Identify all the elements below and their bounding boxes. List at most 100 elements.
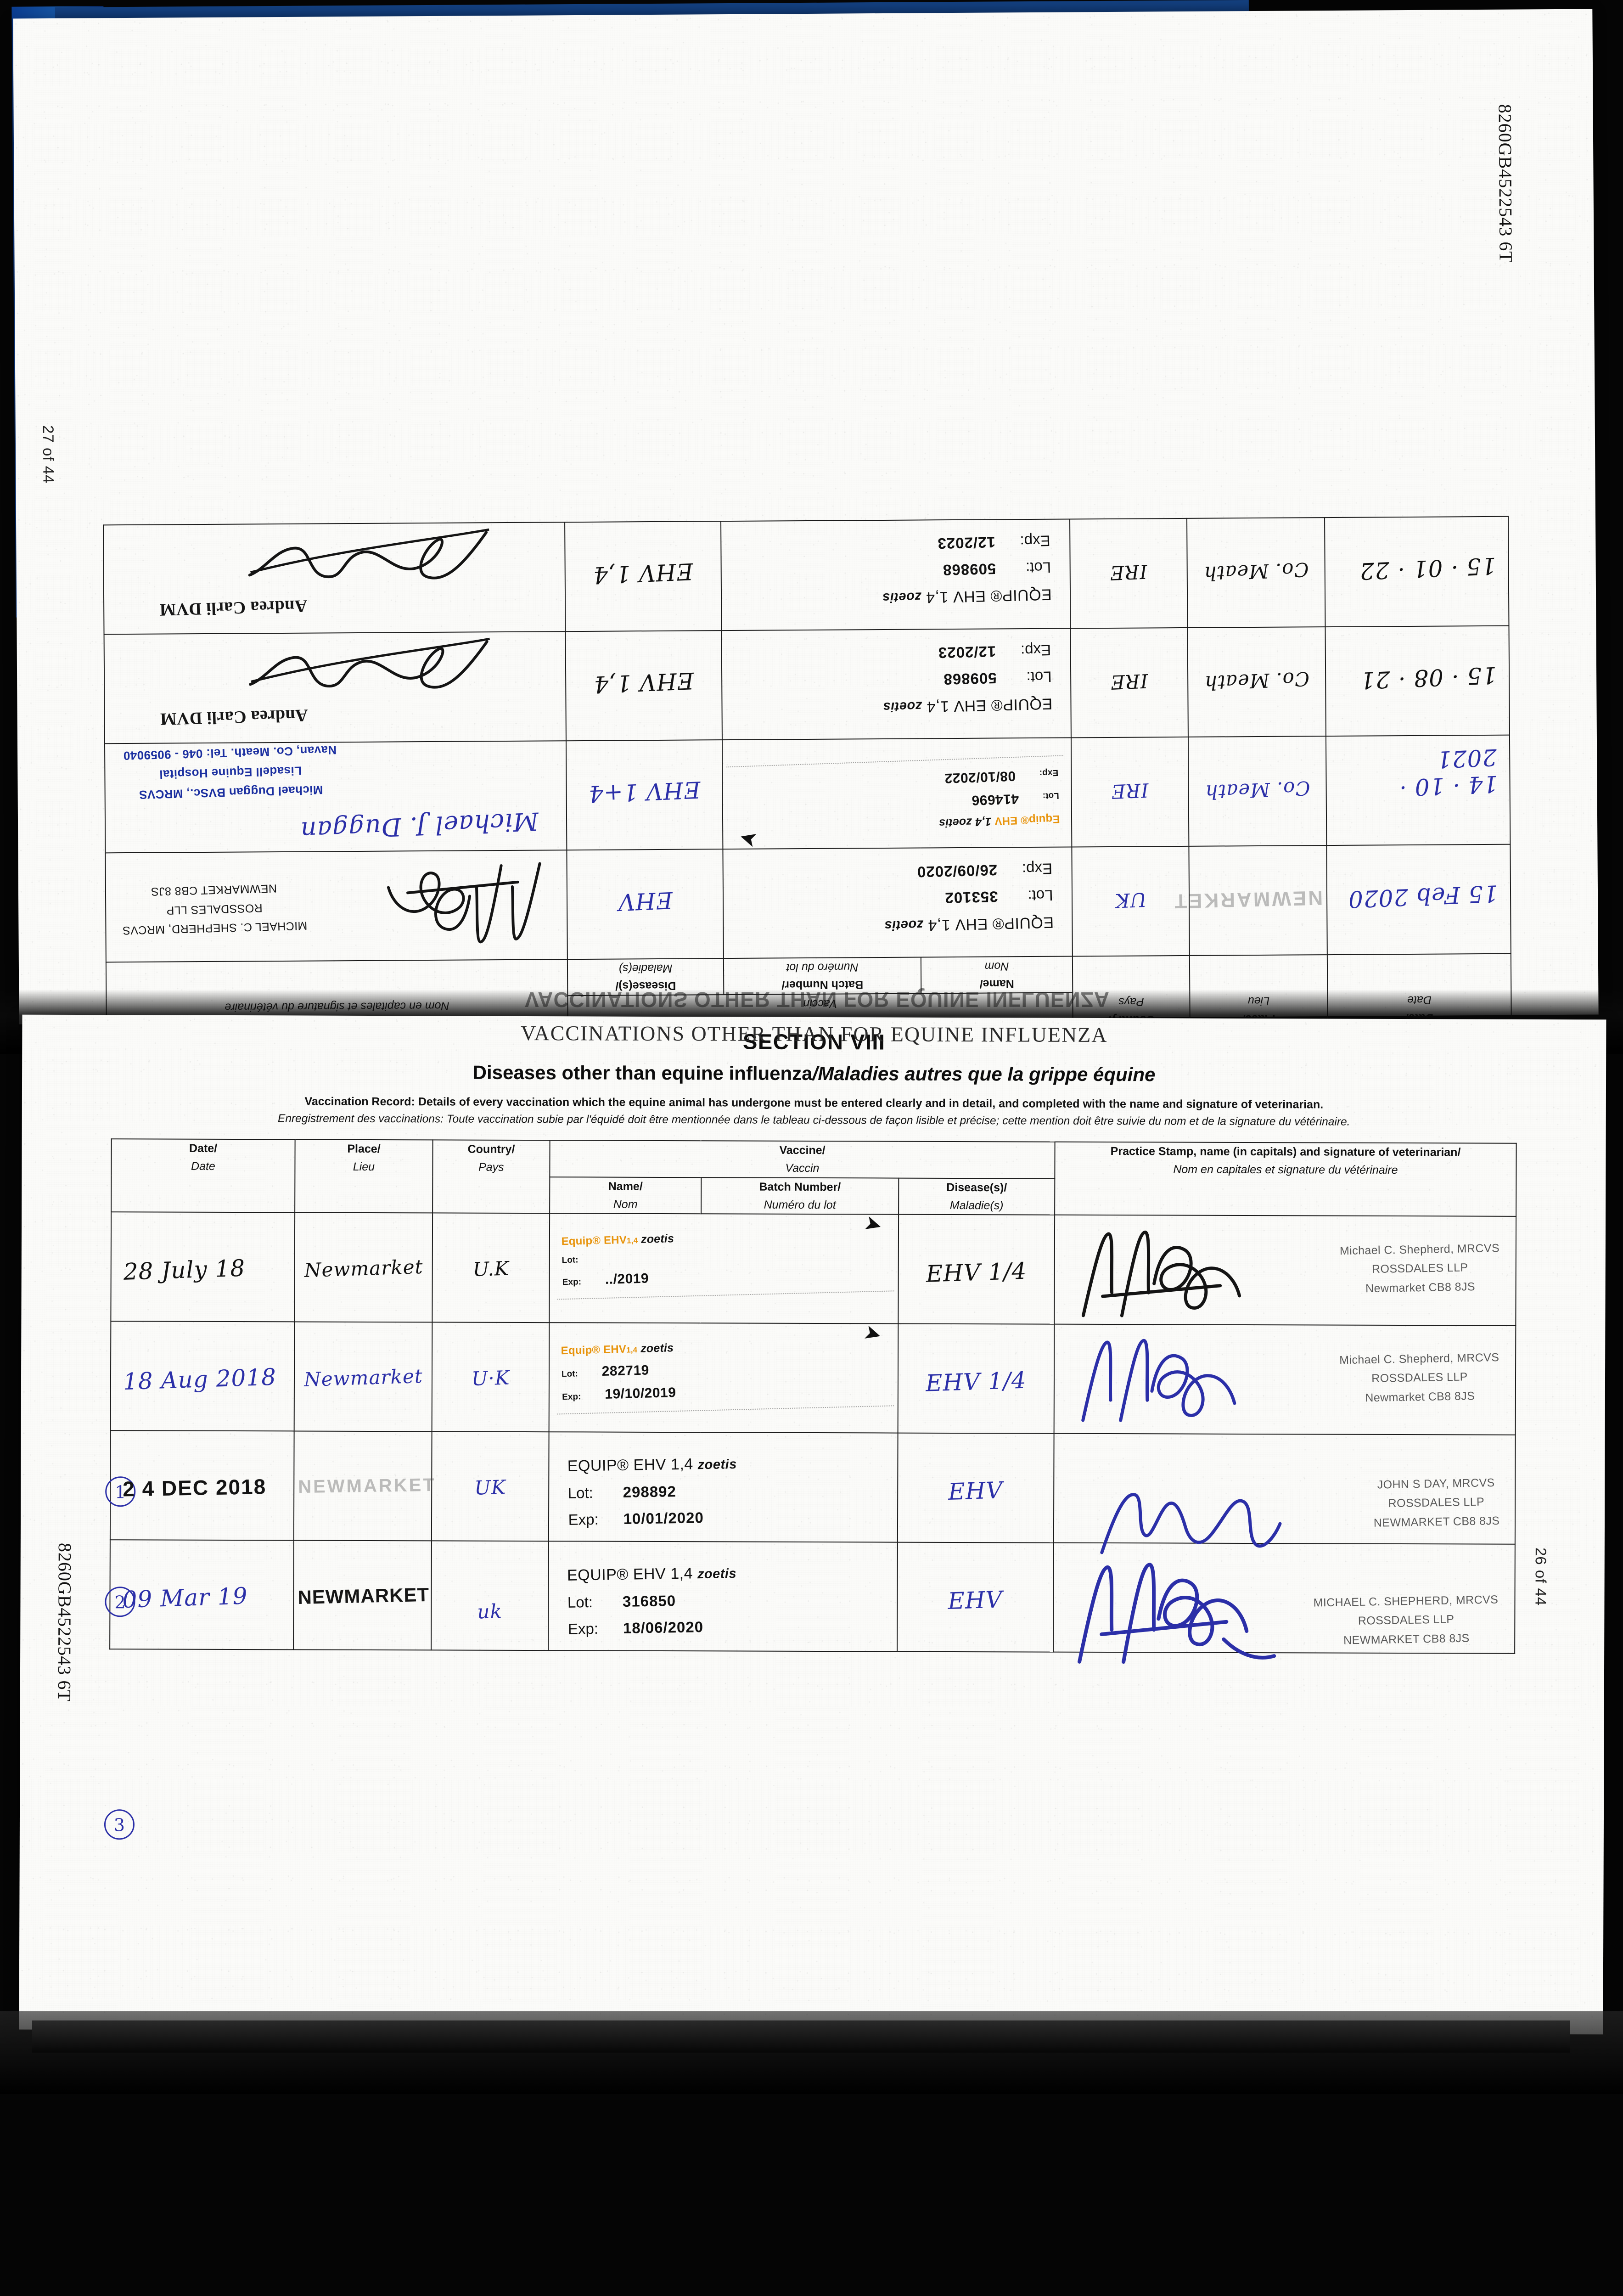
cell-country: U·K xyxy=(432,1322,550,1432)
practice-stamp-text: MICHAEL C. SHEPHERD, MRCVS ROSSDALES LLP… xyxy=(121,878,308,940)
cell-country: IRE xyxy=(1070,518,1188,629)
lot-label: Lot: xyxy=(567,1593,593,1611)
th-batch-number: Batch Number/ Numéro du lot xyxy=(701,1177,899,1215)
row-index-marker: 3 xyxy=(104,1809,135,1840)
th-vaccine: Vaccine/ Vaccin xyxy=(550,1140,1055,1179)
top-page-sheet: 8260GB4522543 6T 27 of 44 Date/ Date Pla… xyxy=(13,9,1599,1035)
disease-value: EHV xyxy=(617,886,673,916)
cell-practice-stamp: MICHAEL C. SHEPHERD, MRCVS ROSSDALES LLP… xyxy=(1053,1542,1515,1664)
cell-disease: EHV 1/4 xyxy=(898,1214,1055,1324)
vet-name: JOHN S DAY, MRCVS xyxy=(1377,1476,1495,1491)
cell-disease: EHV 1,4 xyxy=(565,521,722,632)
page-number-top: 27 of 44 xyxy=(39,425,57,484)
cell-practice-stamp: JOHN S DAY, MRCVS ROSSDALES LLP NEWMARKE… xyxy=(1053,1433,1516,1554)
practice-line-2: Newmarket CB8 8JS xyxy=(1365,1389,1475,1405)
vaccine-sticker: ➤ Equip® EHV1,4 zoetis Lot: 282719 Exp: 19… xyxy=(555,1319,894,1415)
country-value: IRE xyxy=(1111,779,1150,803)
lot-label: Lot: xyxy=(1025,559,1051,577)
vaccine-sticker: ➤ Equip® EHV1,4 zoetis Lot: Exp: ../2019 xyxy=(556,1210,894,1300)
signature-scribble xyxy=(1076,1333,1260,1425)
lot-value: 282719 xyxy=(601,1362,650,1379)
practice-stamp-text: Andrea Carli DVM xyxy=(160,701,309,733)
cell-vaccine: EQUIP® EHV 1,4 zoetis Lot: 509868 Exp: 12/… xyxy=(721,628,1071,740)
practice-stamp-text: Michael Duggan BVSc., MRCVS Lisadell Equ… xyxy=(123,740,338,805)
cell-practice-stamp: MICHAEL C. SHEPHERD, MRCVS ROSSDALES LLP… xyxy=(105,850,567,962)
vaccine-brand-sub: 1,4 xyxy=(626,1236,638,1245)
th-practice-stamp: Practice Stamp, name (in capitals) and s… xyxy=(1055,1142,1516,1217)
vaccine-brand: EQUIP® EHV 1,4 xyxy=(567,1455,693,1475)
section-subtitle-en: Diseases other than equine influenza xyxy=(472,1061,813,1084)
country-value: uk xyxy=(477,1600,503,1623)
place-value: Co. Meath xyxy=(1203,667,1310,694)
lot-label: Lot: xyxy=(1028,887,1054,905)
table-row: 2 4 DEC 2018 NEWMARKET UK EQUIP® EHV 1,4… xyxy=(110,1430,1516,1554)
signature-scribble xyxy=(238,523,496,589)
th-country: Country/ Pays xyxy=(432,1140,550,1214)
date-value: 14 · 10 · 2021 xyxy=(1398,743,1499,801)
cell-vaccine: ➤ Equip® EHV 1,4 zoetis Lot:414696 Exp:0… xyxy=(722,737,1072,853)
exp-value: 12/2023 xyxy=(938,643,996,662)
cell-place: Newmarket xyxy=(294,1322,432,1432)
vaccine-brand: Equip® EHV xyxy=(994,812,1060,827)
vaccine-brand: EQUIP® EHV 1,4 xyxy=(926,695,1053,716)
disease-value: EHV 1/4 xyxy=(925,1367,1027,1397)
exp-label: Exp: xyxy=(567,1620,599,1638)
table-row: 15 Feb 2020 NEWMARKET UK EQUIP® EHV 1,4 xyxy=(105,844,1511,962)
vaccine-brand: EQUIP® EHV 1,4 xyxy=(567,1564,693,1585)
lot-label: Lot: xyxy=(1026,668,1052,686)
cell-date: 14 · 10 · 2021 xyxy=(1325,735,1511,846)
table-row: 14 · 10 · 2021 Co. Meath IRE ➤ xyxy=(104,735,1511,853)
cell-place: NEWMARKET xyxy=(293,1431,436,1541)
cell-country: IRE xyxy=(1070,627,1188,738)
vaccine-brand-suffix: zoetis xyxy=(882,698,922,715)
vaccination-table-top: Date/ Date Place/ Lieu Country/ Pays V xyxy=(103,516,1512,1036)
table-row: 15 · 01 · 22 Co. Meath IRE EQUIP® EHV 1,… xyxy=(103,516,1509,635)
cell-place: NEWMARKET xyxy=(293,1540,432,1650)
lot-label: Lot: xyxy=(561,1369,578,1379)
exp-value: 10/01/2020 xyxy=(623,1509,704,1528)
th-place: Place/ Lieu xyxy=(295,1139,433,1213)
practice-line-2: Newmarket CB8 8JS xyxy=(1365,1280,1476,1295)
lot-value: 316850 xyxy=(622,1592,676,1610)
table-row: 18 Aug 2018 Newmarket U·K ➤ Equip® EHV1,… xyxy=(110,1319,1516,1435)
exp-label: Exp: xyxy=(1022,860,1053,878)
cell-date: 18 Aug 2018 xyxy=(110,1321,295,1431)
disease-value: EHV xyxy=(947,1586,1003,1615)
disease-value: EHV 1+4 xyxy=(588,776,702,808)
cell-place: Co. Meath xyxy=(1187,627,1326,737)
place-value: NEWMARKET xyxy=(1172,886,1323,912)
vaccine-brand: Equip® EHV xyxy=(561,1233,627,1248)
cell-disease: EHV xyxy=(897,1542,1054,1652)
lot-label: Lot: xyxy=(567,1484,594,1502)
cell-country: uk xyxy=(431,1541,549,1651)
vaccine-brand-sub: 1,4 xyxy=(626,1345,638,1355)
signature-scribble xyxy=(239,632,497,698)
exp-value: 19/10/2019 xyxy=(604,1385,676,1402)
page-number-bottom: 26 of 44 xyxy=(1532,1547,1550,1606)
date-value: 15 Feb 2020 xyxy=(1347,880,1499,913)
cell-disease: EHV xyxy=(567,849,724,960)
cell-vaccine: EQUIP® EHV 1,4 zoetis Lot: 353102 Exp: 26/… xyxy=(723,847,1073,959)
place-value: Newmarket xyxy=(303,1365,423,1391)
cell-vaccine: ➤ Equip® EHV1,4 zoetis Lot: Exp: ../2019 xyxy=(549,1210,899,1324)
vaccination-note: Vaccination Record: Details of every vac… xyxy=(22,1092,1606,1131)
cell-practice-stamp: Michael C. Shepherd, MRCVS ROSSDALES LLP… xyxy=(1054,1215,1516,1326)
running-head: VACCINATIONS OTHER THAN FOR EQUINE INFLU… xyxy=(521,1021,1108,1047)
practice-line-1: ROSSDALES LLP xyxy=(1371,1261,1468,1276)
date-value: 09 Mar 19 xyxy=(122,1582,248,1614)
vaccine-brand: EQUIP® EHV 1,4 xyxy=(926,585,1052,607)
country-value: UK xyxy=(1114,888,1147,912)
exp-value: ../2019 xyxy=(605,1271,649,1288)
vaccine-brand: EQUIP® EHV 1,4 xyxy=(927,913,1054,934)
vet-name: Andrea Carli DVM xyxy=(159,596,308,619)
country-value: UK xyxy=(474,1475,506,1500)
cell-place: Co. Meath xyxy=(1188,736,1327,846)
th-date: Date/ Date xyxy=(111,1139,295,1213)
cell-country: IRE xyxy=(1071,737,1189,847)
exp-value: 12/2023 xyxy=(937,534,996,552)
vet-handwritten-signature: Michael J. Duggan xyxy=(299,806,539,845)
cell-disease: EHV 1,4 xyxy=(565,630,722,741)
disease-value: EHV 1/4 xyxy=(926,1257,1028,1288)
practice-stamp-text: MICHAEL C. SHEPHERD, MRCVS ROSSDALES LLP… xyxy=(1314,1591,1499,1651)
lot-value: 353102 xyxy=(944,888,999,907)
